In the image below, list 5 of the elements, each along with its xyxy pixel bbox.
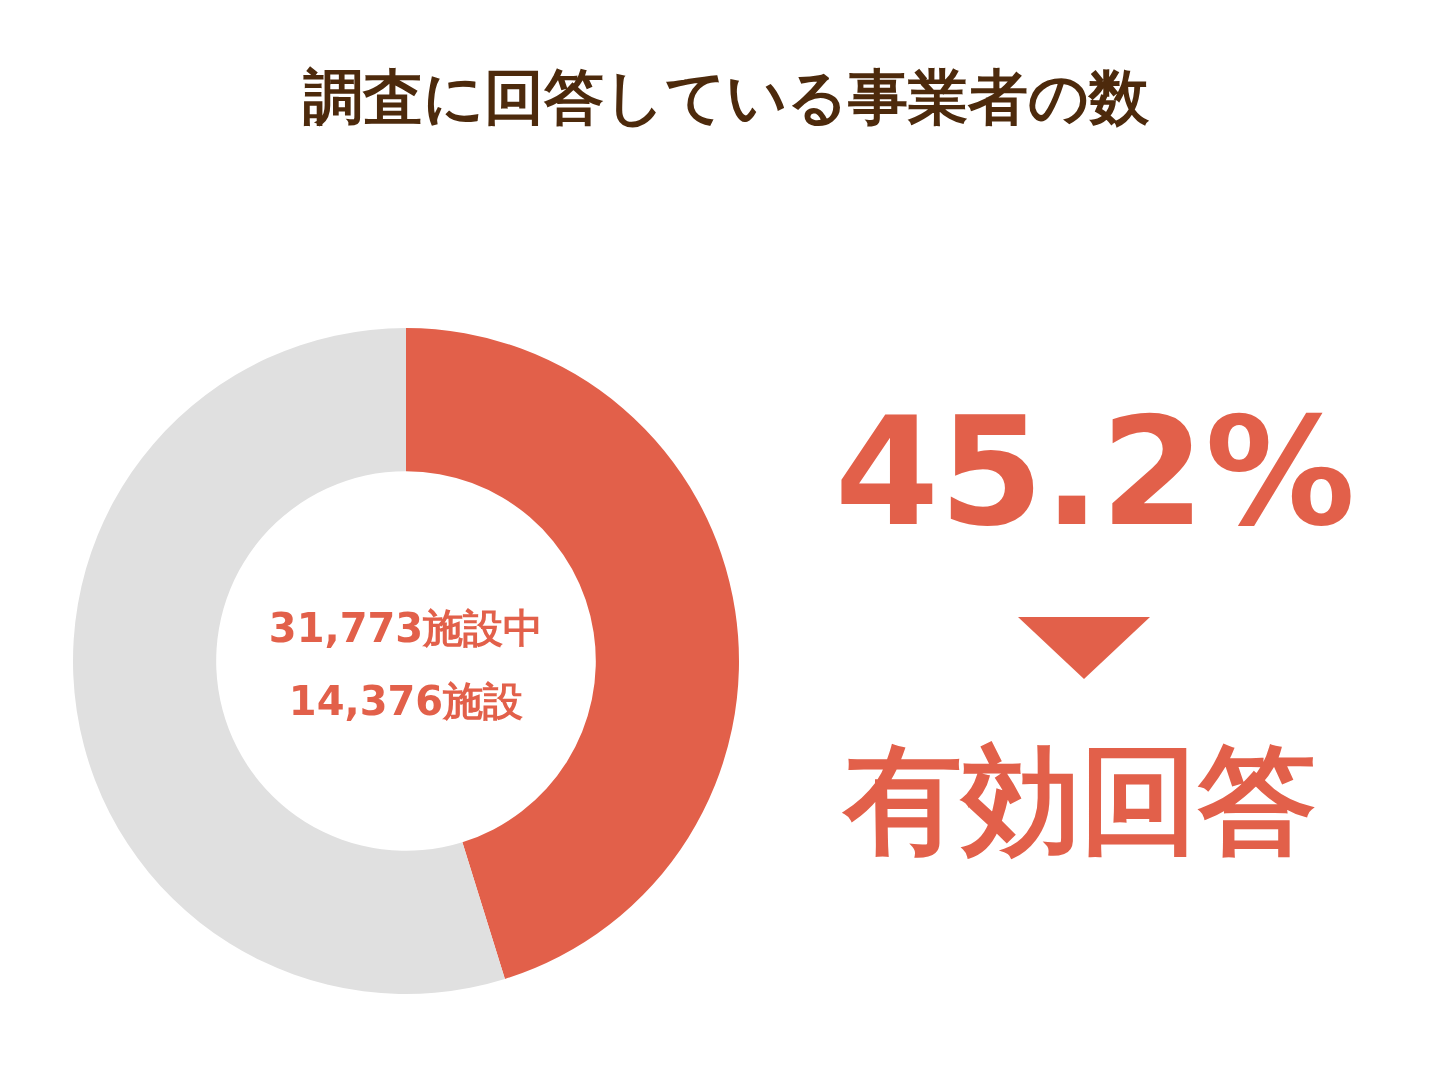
- text: 31,773施設中: [268, 605, 544, 652]
- text: 14,376施設: [288, 678, 524, 725]
- chart-title: 調査に回答している事業者の数: [303, 61, 1150, 132]
- data-label: 45.2%: [834, 384, 1356, 559]
- text: 有効回答: [841, 730, 1316, 869]
